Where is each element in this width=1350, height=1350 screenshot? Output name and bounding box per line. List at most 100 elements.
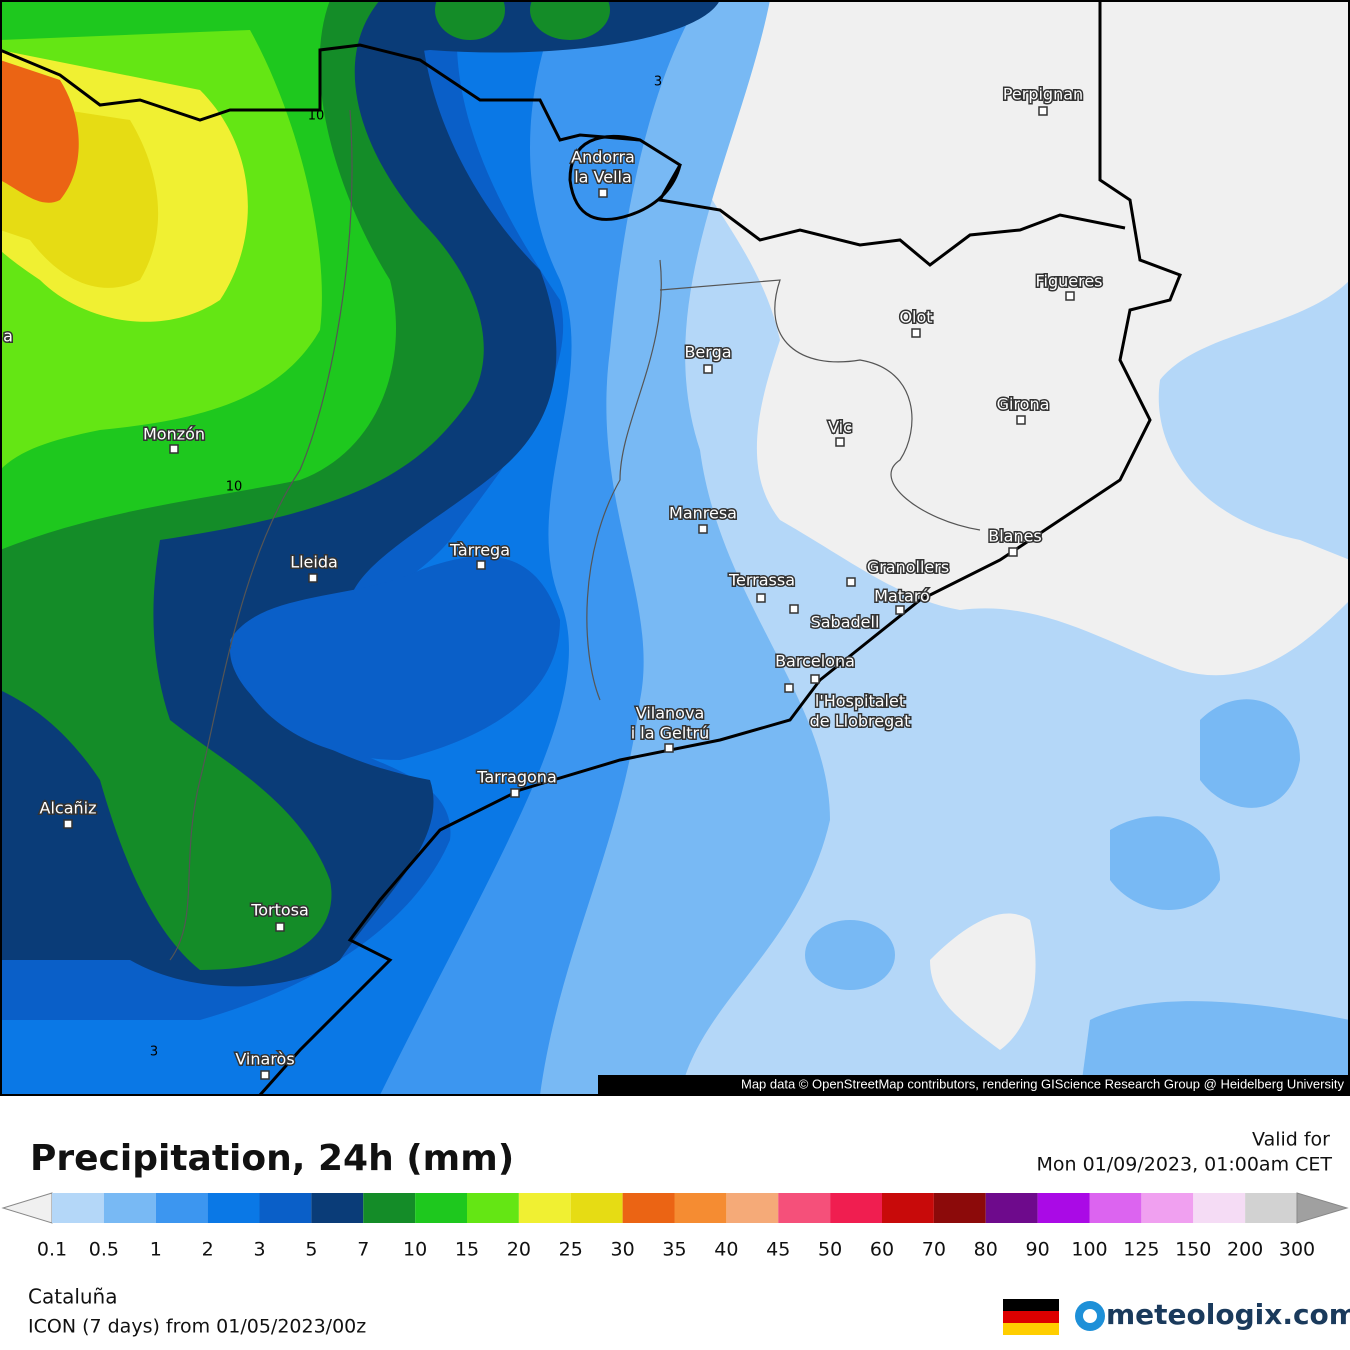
colorbar-tick-label: 30 — [611, 1239, 635, 1261]
map-frame — [0, 0, 1350, 1096]
colorbar-tick-label: 0.5 — [89, 1239, 119, 1261]
colorbar: 0.1 0.5 1 2 3 5 7 10 15 20 25 30 35 40 45 50 60 70 80 90 100… — [1, 1192, 1349, 1261]
rain-area — [805, 920, 895, 990]
rain-area — [530, 0, 610, 40]
title: Precipitation, 24h (mm) — [30, 1138, 514, 1179]
logo: meteologix.com — [1106, 1298, 1350, 1331]
city-label: Tortosa — [250, 901, 309, 920]
colorbar-box — [467, 1193, 519, 1223]
city-label: Sabadell — [811, 613, 880, 632]
colorbar-box — [1193, 1193, 1246, 1223]
attribution: Map data © OpenStreetMap contributors, r… — [741, 1076, 1345, 1091]
city-marker — [789, 604, 799, 614]
city-label: Perpignan — [1003, 85, 1083, 104]
city-marker — [911, 328, 921, 338]
colorbar-box — [1037, 1193, 1090, 1223]
colorbar-box — [259, 1193, 312, 1223]
region: Cataluña — [28, 1285, 117, 1309]
colorbar-box — [933, 1193, 986, 1223]
rain-area — [435, 0, 505, 40]
city-marker — [598, 188, 608, 198]
colorbar-tick-label: 5 — [305, 1239, 317, 1261]
rain-area — [1200, 699, 1300, 808]
colorbar-tick-label: 70 — [922, 1239, 946, 1261]
rain-area — [1080, 1001, 1350, 1095]
colorbar-box — [1089, 1193, 1142, 1223]
colorbar-box — [311, 1193, 364, 1223]
colorbar-tick-label: 3 — [253, 1239, 265, 1261]
colorbar-box — [882, 1193, 934, 1223]
city-label: Granollers — [867, 558, 949, 577]
city-label: i la Geltrú — [631, 724, 710, 743]
contour-label: 10 — [226, 480, 243, 495]
colorbar-box — [1141, 1193, 1194, 1223]
city-marker — [1065, 291, 1075, 301]
city-marker — [784, 683, 794, 693]
colorbar-box — [415, 1193, 467, 1223]
city-label: Tàrrega — [449, 541, 510, 560]
city-marker — [510, 788, 520, 798]
city-marker — [810, 674, 820, 684]
city-marker — [1008, 547, 1018, 557]
colorbar-tick-label: 200 — [1227, 1239, 1263, 1261]
city-marker — [1016, 415, 1026, 425]
colorbar-tick-label: 20 — [507, 1239, 531, 1261]
colorbar-box — [570, 1193, 623, 1223]
city-marker — [1038, 106, 1048, 116]
colorbar-box — [830, 1193, 882, 1223]
city-label: de Llobregat — [810, 712, 911, 731]
attribution-bg — [598, 1075, 1350, 1095]
colorbar-tick-label: 100 — [1071, 1239, 1107, 1261]
city-label: Lleida — [290, 553, 338, 572]
rain-area — [230, 556, 560, 760]
valid-label: Valid for — [1252, 1129, 1330, 1151]
colorbar-box — [622, 1193, 675, 1223]
model: ICON (7 days) from 01/05/2023/00z — [28, 1316, 366, 1338]
colorbar-box — [778, 1193, 831, 1223]
city-label: Girona — [997, 395, 1050, 414]
colorbar-tick-label: 0.1 — [37, 1239, 67, 1261]
colorbar-tick-label: 150 — [1175, 1239, 1211, 1261]
valid-time: Mon 01/09/2023, 01:00am CET — [1036, 1154, 1332, 1176]
colorbar-tick-label: 15 — [455, 1239, 479, 1261]
city-marker — [260, 1070, 270, 1080]
city-label: Blanes — [988, 527, 1042, 546]
colorbar-box — [155, 1193, 208, 1223]
colorbar-box — [1245, 1193, 1297, 1223]
city-label: Berga — [684, 343, 731, 362]
city-marker — [698, 524, 708, 534]
city-marker — [275, 922, 285, 932]
city-label: Vilanova — [636, 704, 705, 723]
city-label: l'Hospitalet — [815, 692, 905, 711]
city-marker — [664, 743, 674, 753]
colorbar-box — [518, 1193, 571, 1223]
city-marker — [169, 444, 179, 454]
colorbar-box — [726, 1193, 779, 1223]
colorbar-box — [985, 1193, 1038, 1223]
colorbar-box — [52, 1193, 104, 1223]
city-label: Mataró — [874, 587, 930, 606]
logo-icon — [1083, 1309, 1097, 1323]
colorbar-box — [207, 1193, 260, 1223]
province-borders — [169, 109, 981, 961]
city-marker — [308, 573, 318, 583]
city-label: Vinaròs — [235, 1050, 294, 1069]
dry-area — [1200, 572, 1310, 658]
colorbar-tick-label: 300 — [1279, 1239, 1315, 1261]
city-label: a — [3, 327, 13, 346]
city-marker — [846, 577, 856, 587]
contour-label: 3 — [654, 75, 662, 90]
city-label: Alcañiz — [40, 799, 97, 818]
colorbar-tick-label: 35 — [662, 1239, 686, 1261]
colorbar-under — [1, 1192, 53, 1224]
city-marker — [63, 819, 73, 829]
city-marker — [835, 437, 845, 447]
colorbar-tick-label: 50 — [818, 1239, 842, 1261]
rain-area — [0, 60, 79, 203]
colorbar-tick-label: 1 — [150, 1239, 162, 1261]
colorbar-tick-label: 125 — [1123, 1239, 1159, 1261]
flag — [1003, 1299, 1059, 1335]
